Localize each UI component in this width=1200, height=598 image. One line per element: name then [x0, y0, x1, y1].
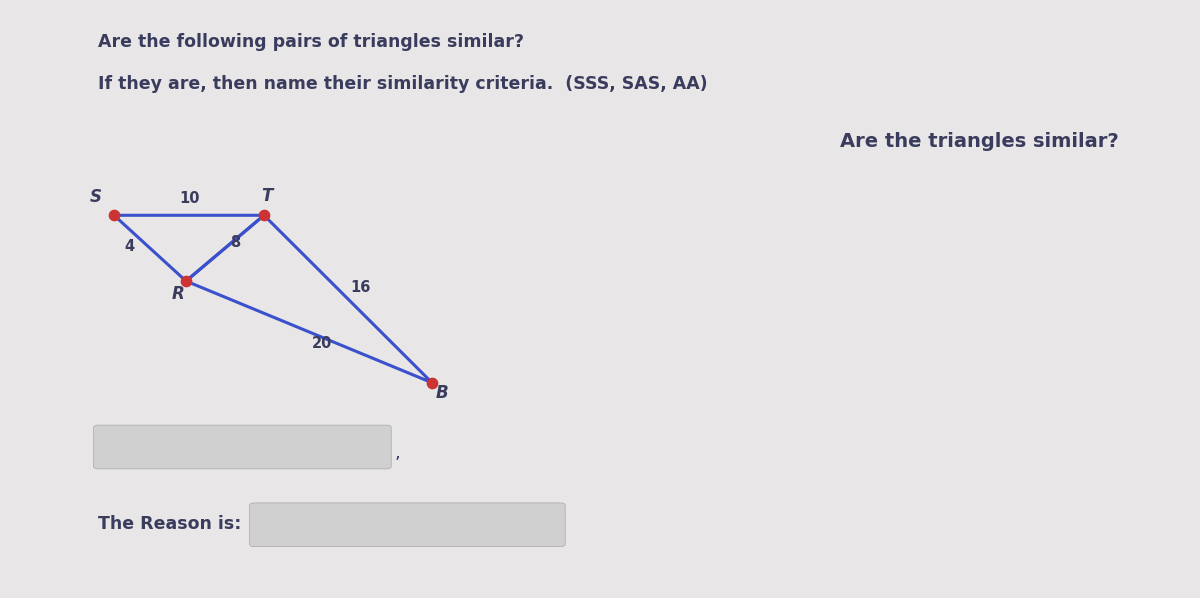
Text: R: R [172, 285, 184, 303]
Text: T: T [260, 187, 272, 205]
Point [254, 210, 274, 220]
Text: 8: 8 [230, 235, 240, 251]
Text: The Reason is:: The Reason is: [98, 515, 241, 533]
FancyBboxPatch shape [250, 503, 565, 547]
Text: ▼: ▼ [544, 520, 552, 530]
Point [104, 210, 124, 220]
Text: [ Select ]: [ Select ] [120, 440, 186, 454]
Text: 10: 10 [179, 191, 200, 206]
Text: 16: 16 [350, 279, 370, 295]
Point [422, 378, 442, 388]
Text: S: S [90, 188, 102, 206]
Text: Are the following pairs of triangles similar?: Are the following pairs of triangles sim… [98, 33, 524, 51]
Text: ,: , [395, 444, 401, 462]
Text: 4: 4 [125, 239, 134, 254]
Text: 20: 20 [312, 336, 331, 352]
Text: [ Select ]: [ Select ] [276, 517, 342, 532]
Text: B: B [436, 385, 448, 402]
FancyBboxPatch shape [94, 425, 391, 469]
Point [176, 276, 196, 286]
Text: Are the triangles similar?: Are the triangles similar? [840, 132, 1118, 151]
Text: If they are, then name their similarity criteria.  (SSS, SAS, AA): If they are, then name their similarity … [98, 75, 708, 93]
Text: ▼: ▼ [370, 442, 378, 452]
